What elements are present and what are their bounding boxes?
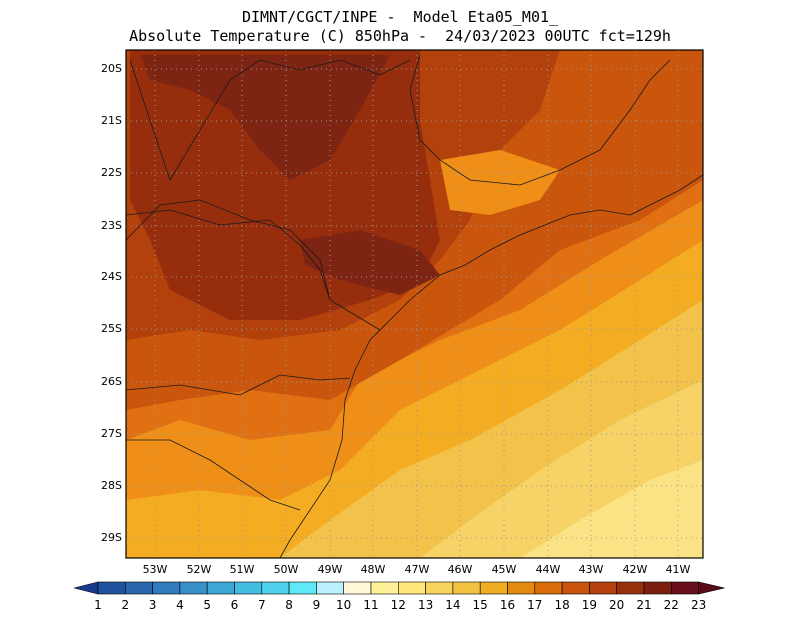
plot-frame — [125, 49, 704, 559]
colorbar-swatch — [479, 581, 508, 595]
lon-label: 43W — [578, 563, 604, 576]
colorbar-swatch — [125, 581, 153, 595]
lon-label: 50W — [273, 563, 299, 576]
colorbar-label: 23 — [690, 598, 707, 612]
colorbar-label: 3 — [148, 598, 157, 612]
colorbar-swatch — [534, 581, 563, 595]
colorbar-swatch — [397, 581, 426, 595]
lon-label: 42W — [622, 563, 648, 576]
graticule — [126, 50, 703, 558]
lon-label: 41W — [665, 563, 691, 576]
state-border-5 — [129, 59, 411, 181]
region-21-south — [300, 230, 440, 295]
colorbar-swatch — [643, 581, 672, 595]
colorbar-label: 7 — [257, 598, 266, 612]
lat-label: 26S — [101, 375, 122, 388]
river-paranapanema — [126, 209, 331, 301]
colorbar-swatch — [288, 581, 317, 595]
colorbar-label: 8 — [285, 598, 293, 612]
colorbar-swatch — [589, 581, 618, 595]
state-border-3 — [126, 374, 351, 396]
region-16-patch — [440, 150, 560, 215]
region-12 — [520, 460, 703, 558]
colorbar-swatch — [561, 581, 590, 595]
colorbar-swatch — [152, 581, 181, 595]
colorbar-arrow-left — [73, 581, 99, 595]
colorbar-swatch — [616, 581, 645, 595]
colorbar-label: 22 — [663, 598, 679, 612]
colorbar-label: 18 — [554, 598, 570, 612]
colorbar-label: 10 — [336, 598, 352, 612]
lat-label: 27S — [101, 427, 122, 440]
colorbar-swatch — [670, 581, 699, 595]
state-border-1 — [409, 54, 671, 186]
lat-label: 24S — [101, 270, 122, 283]
colorbar-label: 14 — [445, 598, 461, 612]
lat-label: 22S — [101, 166, 122, 179]
colorbar-label: 9 — [312, 598, 321, 612]
lon-label: 48W — [360, 563, 386, 576]
colorbar-arrow-right — [698, 581, 725, 595]
lat-label: 23S — [101, 219, 122, 232]
lat-label: 20S — [101, 62, 122, 75]
colorbar-label: 5 — [203, 598, 211, 612]
colorbar-swatch — [206, 581, 235, 595]
colorbar-label: 13 — [417, 598, 434, 612]
lat-label: 28S — [101, 479, 122, 492]
colorbar-label: 11 — [363, 598, 379, 612]
colorbar-label: 6 — [230, 598, 239, 612]
colorbar-label: 15 — [472, 598, 488, 612]
colorbar-swatch — [179, 581, 208, 595]
title-line-2: Absolute Temperature (C) 850hPa - 24/03/… — [129, 27, 671, 45]
colorbar-label: 12 — [390, 598, 406, 612]
colorbar-label: 21 — [636, 598, 652, 612]
state-border-4 — [126, 439, 301, 511]
lat-label: 29S — [101, 531, 122, 544]
temperature-field — [126, 50, 703, 558]
borders — [126, 54, 703, 558]
colorbar-label: 2 — [121, 598, 130, 612]
colorbar-label: 1 — [94, 598, 102, 612]
lon-label: 49W — [317, 563, 343, 576]
colorbar-swatch — [234, 581, 263, 595]
colorbar-swatch — [261, 581, 290, 595]
colorbar-label: 20 — [609, 598, 625, 612]
state-border-2 — [126, 199, 381, 331]
lat-label: 25S — [101, 322, 122, 335]
colorbar-label: 4 — [176, 598, 184, 612]
lon-label: 45W — [491, 563, 517, 576]
coastline — [279, 174, 703, 558]
colorbar-label: 16 — [499, 598, 516, 612]
lon-label: 44W — [535, 563, 561, 576]
colorbar-swatch — [452, 581, 481, 595]
colorbar-swatch — [425, 581, 454, 595]
colorbar-label: 19 — [581, 598, 598, 612]
colorbar-swatch — [97, 581, 126, 595]
lon-label: 47W — [404, 563, 430, 576]
lon-label: 51W — [229, 563, 255, 576]
colorbar-label: 17 — [527, 598, 543, 612]
region-21-north — [140, 55, 390, 180]
colorbar — [73, 581, 725, 595]
colorbar-swatch — [370, 581, 399, 595]
colorbar-swatch — [316, 581, 344, 595]
lon-label: 53W — [142, 563, 168, 576]
lon-label: 46W — [447, 563, 473, 576]
lat-label: 21S — [101, 114, 122, 127]
title-line-1: DIMNT/CGCT/INPE - Model Eta05_M01_ — [241, 8, 559, 26]
lon-label: 52W — [186, 563, 212, 576]
colorbar-swatch — [507, 581, 536, 595]
colorbar-swatch — [343, 581, 372, 595]
